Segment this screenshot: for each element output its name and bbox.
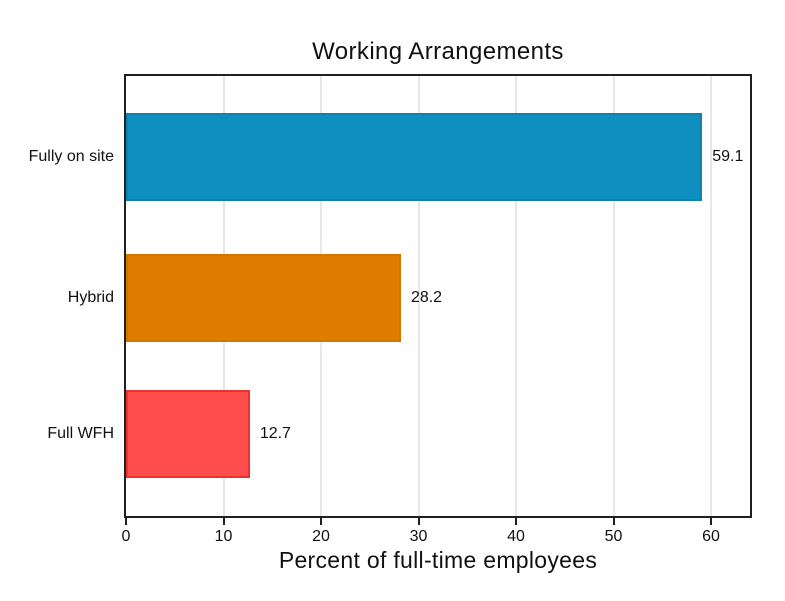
x-tick [125, 518, 127, 525]
bar-value-label: 59.1 [712, 148, 744, 165]
bar-value-label: 12.7 [259, 425, 291, 442]
category-label: Full WFH [47, 425, 114, 442]
bar-hybrid [126, 254, 401, 342]
plot-area: 59.1 28.2 12.7 [124, 74, 752, 518]
bar-fully-on-site [126, 113, 703, 201]
gridline [515, 76, 517, 516]
x-tick [710, 518, 712, 525]
x-tick [417, 518, 420, 525]
gridline [710, 76, 712, 516]
x-tick-label: 20 [312, 528, 330, 545]
x-tick-label: 40 [507, 528, 525, 545]
x-tick [222, 518, 225, 525]
bar-value-label: 28.2 [410, 289, 443, 306]
x-tick-label: 50 [604, 528, 623, 545]
x-tick [320, 518, 322, 525]
bar-full-wfh [126, 390, 250, 478]
x-tick [612, 518, 615, 525]
x-tick-label: 60 [702, 528, 720, 545]
category-label: Fully on site [28, 148, 114, 165]
category-label: Hybrid [67, 289, 114, 306]
chart-title: Working Arrangements [312, 38, 564, 65]
x-axis-title: Percent of full-time employees [278, 547, 598, 573]
gridline [417, 76, 420, 516]
x-tick-label: 0 [121, 528, 131, 545]
gridline [612, 76, 615, 516]
x-tick-label: 30 [409, 528, 428, 545]
x-tick-label: 10 [214, 528, 233, 545]
x-tick [515, 518, 517, 525]
